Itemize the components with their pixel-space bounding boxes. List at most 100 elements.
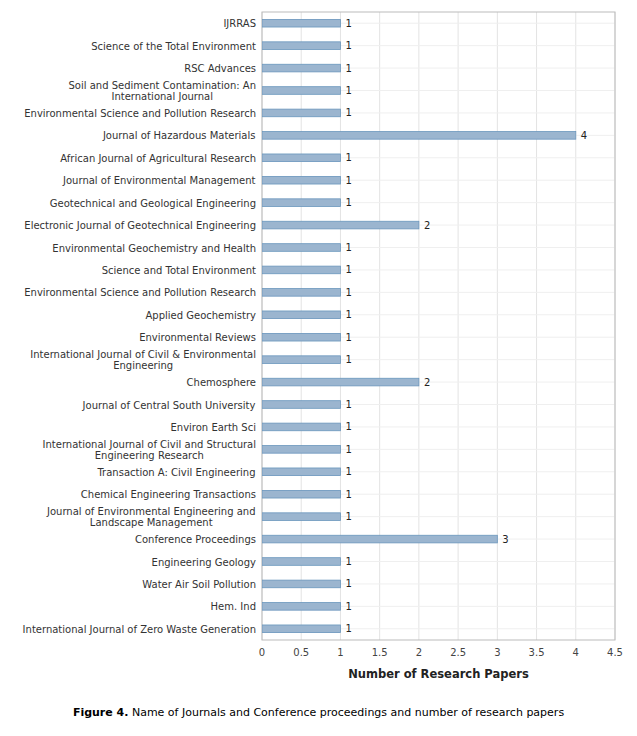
data-label: 1 <box>345 197 351 208</box>
data-label: 1 <box>345 511 351 522</box>
y-tick-label: Environ Earth Sci <box>171 421 257 432</box>
bar <box>262 64 340 72</box>
data-label: 4 <box>581 130 587 141</box>
y-tick-label: Environmental Science and Pollution Rese… <box>24 107 256 118</box>
y-tick-label: Journal of Central South University <box>82 399 256 410</box>
x-tick-label: 1.5 <box>372 647 388 658</box>
x-tick-label: 2 <box>416 647 422 658</box>
bar <box>262 558 340 566</box>
y-tick-label: Journal of Environmental Management <box>62 175 255 186</box>
bar <box>262 401 340 409</box>
bar <box>262 356 340 364</box>
data-label: 1 <box>345 444 351 455</box>
y-tick-label: International Journal of Zero Waste Gene… <box>23 623 256 634</box>
bars <box>262 19 576 632</box>
data-label: 2 <box>424 377 430 388</box>
data-label: 1 <box>345 175 351 186</box>
bar <box>262 535 497 543</box>
y-tick-label: Environmental Science and Pollution Rese… <box>24 287 256 298</box>
chart-container: 1111141112111111211111131111IJRRASScienc… <box>0 0 637 736</box>
y-tick-label: Soil and Sediment Contamination: AnInter… <box>68 80 256 102</box>
data-label: 1 <box>345 578 351 589</box>
bar <box>262 289 340 297</box>
data-label: 1 <box>345 466 351 477</box>
data-label: 1 <box>345 623 351 634</box>
data-label: 1 <box>345 399 351 410</box>
data-label: 1 <box>345 85 351 96</box>
data-label: 1 <box>345 40 351 51</box>
x-grid-line <box>379 12 380 640</box>
data-label: 1 <box>345 309 351 320</box>
x-grid-line <box>418 12 419 640</box>
bar <box>262 199 340 207</box>
x-grid-line <box>536 12 537 640</box>
y-tick-label: Conference Proceedings <box>135 534 256 545</box>
bar <box>262 87 340 95</box>
x-tick-label: 4.5 <box>607 647 623 658</box>
bar <box>262 109 340 117</box>
x-tick-label: 2.5 <box>450 647 466 658</box>
data-label: 1 <box>345 18 351 29</box>
grid <box>262 12 615 640</box>
x-tick-labels: 0 0.5 1 1.5 2 2.5 3 3.5 4 4.5 <box>259 647 623 658</box>
data-label: 1 <box>345 601 351 612</box>
bar <box>262 468 340 476</box>
data-label: 1 <box>345 242 351 253</box>
bar <box>262 154 340 162</box>
y-tick-label: Environmental Geochemistry and Health <box>52 242 256 253</box>
x-axis-label: Number of Research Papers <box>348 667 529 681</box>
data-label: 1 <box>345 63 351 74</box>
x-grid-line <box>301 12 302 640</box>
y-tick-label: Engineering Geology <box>152 556 256 567</box>
data-label: 1 <box>345 152 351 163</box>
y-tick-label: Science of the Total Environment <box>91 40 256 51</box>
caption: Figure 4. Name of Journals and Conferenc… <box>73 706 565 719</box>
bar <box>262 446 340 454</box>
y-tick-label: Journal of Hazardous Materials <box>102 130 256 141</box>
plot-frame <box>262 12 615 640</box>
data-label: 3 <box>502 534 508 545</box>
data-label: 1 <box>345 354 351 365</box>
x-tick-label: 4 <box>573 647 579 658</box>
y-tick-label: Chemical Engineering Transactions <box>81 489 256 500</box>
y-tick-label: Transaction A: Civil Engineering <box>96 466 255 477</box>
data-label: 1 <box>345 264 351 275</box>
bar <box>262 625 340 633</box>
bar <box>262 378 419 386</box>
y-tick-label: International Journal of Civil & Environ… <box>30 349 256 371</box>
bar <box>262 132 576 140</box>
bar <box>262 221 419 229</box>
y-tick-label: Applied Geochemistry <box>145 309 256 320</box>
data-label: 1 <box>345 556 351 567</box>
x-tick-label: 1 <box>337 647 343 658</box>
data-labels: 1111141112111111211111131111 <box>345 18 587 635</box>
x-tick-label: 0.5 <box>293 647 309 658</box>
y-tick-label: African Journal of Agricultural Research <box>60 152 256 163</box>
data-label: 2 <box>424 220 430 231</box>
data-label: 1 <box>345 287 351 298</box>
x-tick-label: 3.5 <box>529 647 545 658</box>
bar <box>262 42 340 50</box>
x-tick-label: 0 <box>259 647 265 658</box>
data-label: 1 <box>345 107 351 118</box>
bar <box>262 333 340 341</box>
y-tick-label: International Journal of Civil and Struc… <box>43 438 256 460</box>
bar <box>262 490 340 498</box>
chart-svg: 1111141112111111211111131111IJRRASScienc… <box>0 0 637 736</box>
x-grid-line <box>497 12 498 640</box>
data-label: 1 <box>345 489 351 500</box>
data-label: 1 <box>345 421 351 432</box>
bar <box>262 176 340 184</box>
bar <box>262 266 340 274</box>
y-tick-label: Geotechnical and Geological Engineering <box>50 197 256 208</box>
bar <box>262 311 340 319</box>
y-tick-label: Electronic Journal of Geotechnical Engin… <box>24 220 256 231</box>
bar <box>262 244 340 252</box>
x-tick-label: 3 <box>494 647 500 658</box>
x-grid-line <box>458 12 459 640</box>
y-tick-label: Journal of Environmental Engineering and… <box>46 506 256 528</box>
caption-rest: Name of Journals and Conference proceedi… <box>128 706 564 719</box>
y-tick-label: Chemosphere <box>187 377 256 388</box>
x-grid-line <box>575 12 576 640</box>
y-tick-label: Science and Total Environment <box>102 264 256 275</box>
